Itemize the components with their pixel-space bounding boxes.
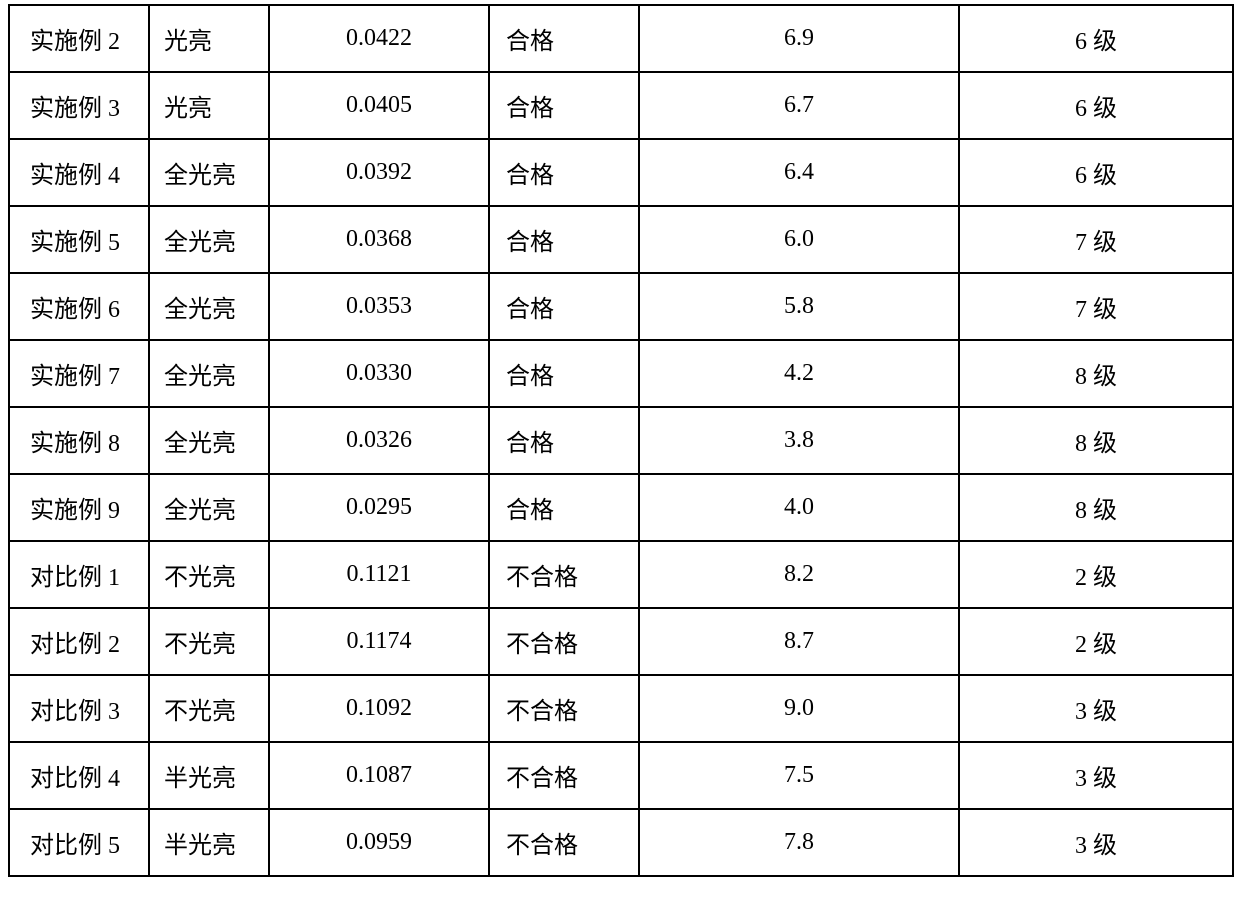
table-cell: 不合格 — [489, 541, 639, 608]
table-cell: 对比例 4 — [9, 742, 149, 809]
table-cell: 8 级 — [959, 474, 1233, 541]
table-row: 对比例 3不光亮0.1092不合格9.03 级 — [9, 675, 1233, 742]
table-cell: 0.0330 — [269, 340, 489, 407]
table-cell: 半光亮 — [149, 742, 269, 809]
table-cell: 全光亮 — [149, 407, 269, 474]
table-cell: 8 级 — [959, 407, 1233, 474]
table-cell: 8 级 — [959, 340, 1233, 407]
table-cell: 不合格 — [489, 742, 639, 809]
table-cell: 0.0368 — [269, 206, 489, 273]
table-cell: 6 级 — [959, 72, 1233, 139]
table-cell: 0.1174 — [269, 608, 489, 675]
table-cell: 全光亮 — [149, 474, 269, 541]
table-row: 实施例 2光亮0.0422合格6.96 级 — [9, 5, 1233, 72]
table-cell: 不合格 — [489, 608, 639, 675]
table-row: 对比例 4半光亮0.1087不合格7.53 级 — [9, 742, 1233, 809]
table-cell: 合格 — [489, 5, 639, 72]
table-row: 实施例 3光亮0.0405合格6.76 级 — [9, 72, 1233, 139]
data-table: 实施例 2光亮0.0422合格6.96 级实施例 3光亮0.0405合格6.76… — [8, 4, 1234, 877]
table-cell: 3 级 — [959, 809, 1233, 876]
table-cell: 3.8 — [639, 407, 959, 474]
table-cell: 不合格 — [489, 675, 639, 742]
table-cell: 对比例 5 — [9, 809, 149, 876]
table-cell: 合格 — [489, 407, 639, 474]
table-cell: 合格 — [489, 72, 639, 139]
table-cell: 0.0392 — [269, 139, 489, 206]
table-cell: 7 级 — [959, 273, 1233, 340]
table-row: 实施例 9全光亮0.0295合格4.08 级 — [9, 474, 1233, 541]
table-row: 实施例 8全光亮0.0326合格3.88 级 — [9, 407, 1233, 474]
table-row: 对比例 1不光亮0.1121不合格8.22 级 — [9, 541, 1233, 608]
table-cell: 实施例 7 — [9, 340, 149, 407]
table-cell: 合格 — [489, 273, 639, 340]
table-cell: 合格 — [489, 206, 639, 273]
table-cell: 合格 — [489, 474, 639, 541]
table-cell: 0.0959 — [269, 809, 489, 876]
table-cell: 全光亮 — [149, 139, 269, 206]
table-cell: 6.9 — [639, 5, 959, 72]
table-cell: 实施例 8 — [9, 407, 149, 474]
table-cell: 不合格 — [489, 809, 639, 876]
table-cell: 6.0 — [639, 206, 959, 273]
table-cell: 6.4 — [639, 139, 959, 206]
table-cell: 7.5 — [639, 742, 959, 809]
table-row: 对比例 5半光亮0.0959不合格7.83 级 — [9, 809, 1233, 876]
table-cell: 实施例 2 — [9, 5, 149, 72]
table-cell: 实施例 4 — [9, 139, 149, 206]
table-cell: 半光亮 — [149, 809, 269, 876]
table-row: 实施例 7全光亮0.0330合格4.28 级 — [9, 340, 1233, 407]
table-cell: 4.2 — [639, 340, 959, 407]
table-cell: 0.0295 — [269, 474, 489, 541]
table-cell: 全光亮 — [149, 340, 269, 407]
table-cell: 3 级 — [959, 675, 1233, 742]
table-cell: 不光亮 — [149, 541, 269, 608]
table-cell: 合格 — [489, 340, 639, 407]
table-cell: 0.0405 — [269, 72, 489, 139]
table-cell: 8.7 — [639, 608, 959, 675]
table-cell: 0.1092 — [269, 675, 489, 742]
table-cell: 实施例 6 — [9, 273, 149, 340]
table-cell: 对比例 3 — [9, 675, 149, 742]
table-cell: 4.0 — [639, 474, 959, 541]
table-cell: 2 级 — [959, 608, 1233, 675]
table-cell: 6 级 — [959, 139, 1233, 206]
table-cell: 光亮 — [149, 72, 269, 139]
table-container: 实施例 2光亮0.0422合格6.96 级实施例 3光亮0.0405合格6.76… — [0, 0, 1240, 885]
table-cell: 3 级 — [959, 742, 1233, 809]
table-cell: 0.1087 — [269, 742, 489, 809]
table-row: 实施例 5全光亮0.0368合格6.07 级 — [9, 206, 1233, 273]
table-cell: 0.1121 — [269, 541, 489, 608]
table-cell: 对比例 2 — [9, 608, 149, 675]
table-cell: 0.0353 — [269, 273, 489, 340]
table-cell: 9.0 — [639, 675, 959, 742]
table-cell: 8.2 — [639, 541, 959, 608]
table-cell: 5.8 — [639, 273, 959, 340]
table-cell: 实施例 9 — [9, 474, 149, 541]
table-cell: 全光亮 — [149, 206, 269, 273]
table-cell: 不光亮 — [149, 608, 269, 675]
table-cell: 实施例 3 — [9, 72, 149, 139]
table-row: 实施例 6全光亮0.0353合格5.87 级 — [9, 273, 1233, 340]
table-cell: 6.7 — [639, 72, 959, 139]
table-cell: 合格 — [489, 139, 639, 206]
table-cell: 7.8 — [639, 809, 959, 876]
table-cell: 不光亮 — [149, 675, 269, 742]
table-cell: 对比例 1 — [9, 541, 149, 608]
table-cell: 实施例 5 — [9, 206, 149, 273]
table-cell: 2 级 — [959, 541, 1233, 608]
table-cell: 7 级 — [959, 206, 1233, 273]
table-cell: 6 级 — [959, 5, 1233, 72]
table-row: 实施例 4全光亮0.0392合格6.46 级 — [9, 139, 1233, 206]
table-cell: 光亮 — [149, 5, 269, 72]
table-row: 对比例 2不光亮0.1174不合格8.72 级 — [9, 608, 1233, 675]
table-cell: 全光亮 — [149, 273, 269, 340]
table-body: 实施例 2光亮0.0422合格6.96 级实施例 3光亮0.0405合格6.76… — [9, 5, 1233, 876]
table-cell: 0.0326 — [269, 407, 489, 474]
table-cell: 0.0422 — [269, 5, 489, 72]
